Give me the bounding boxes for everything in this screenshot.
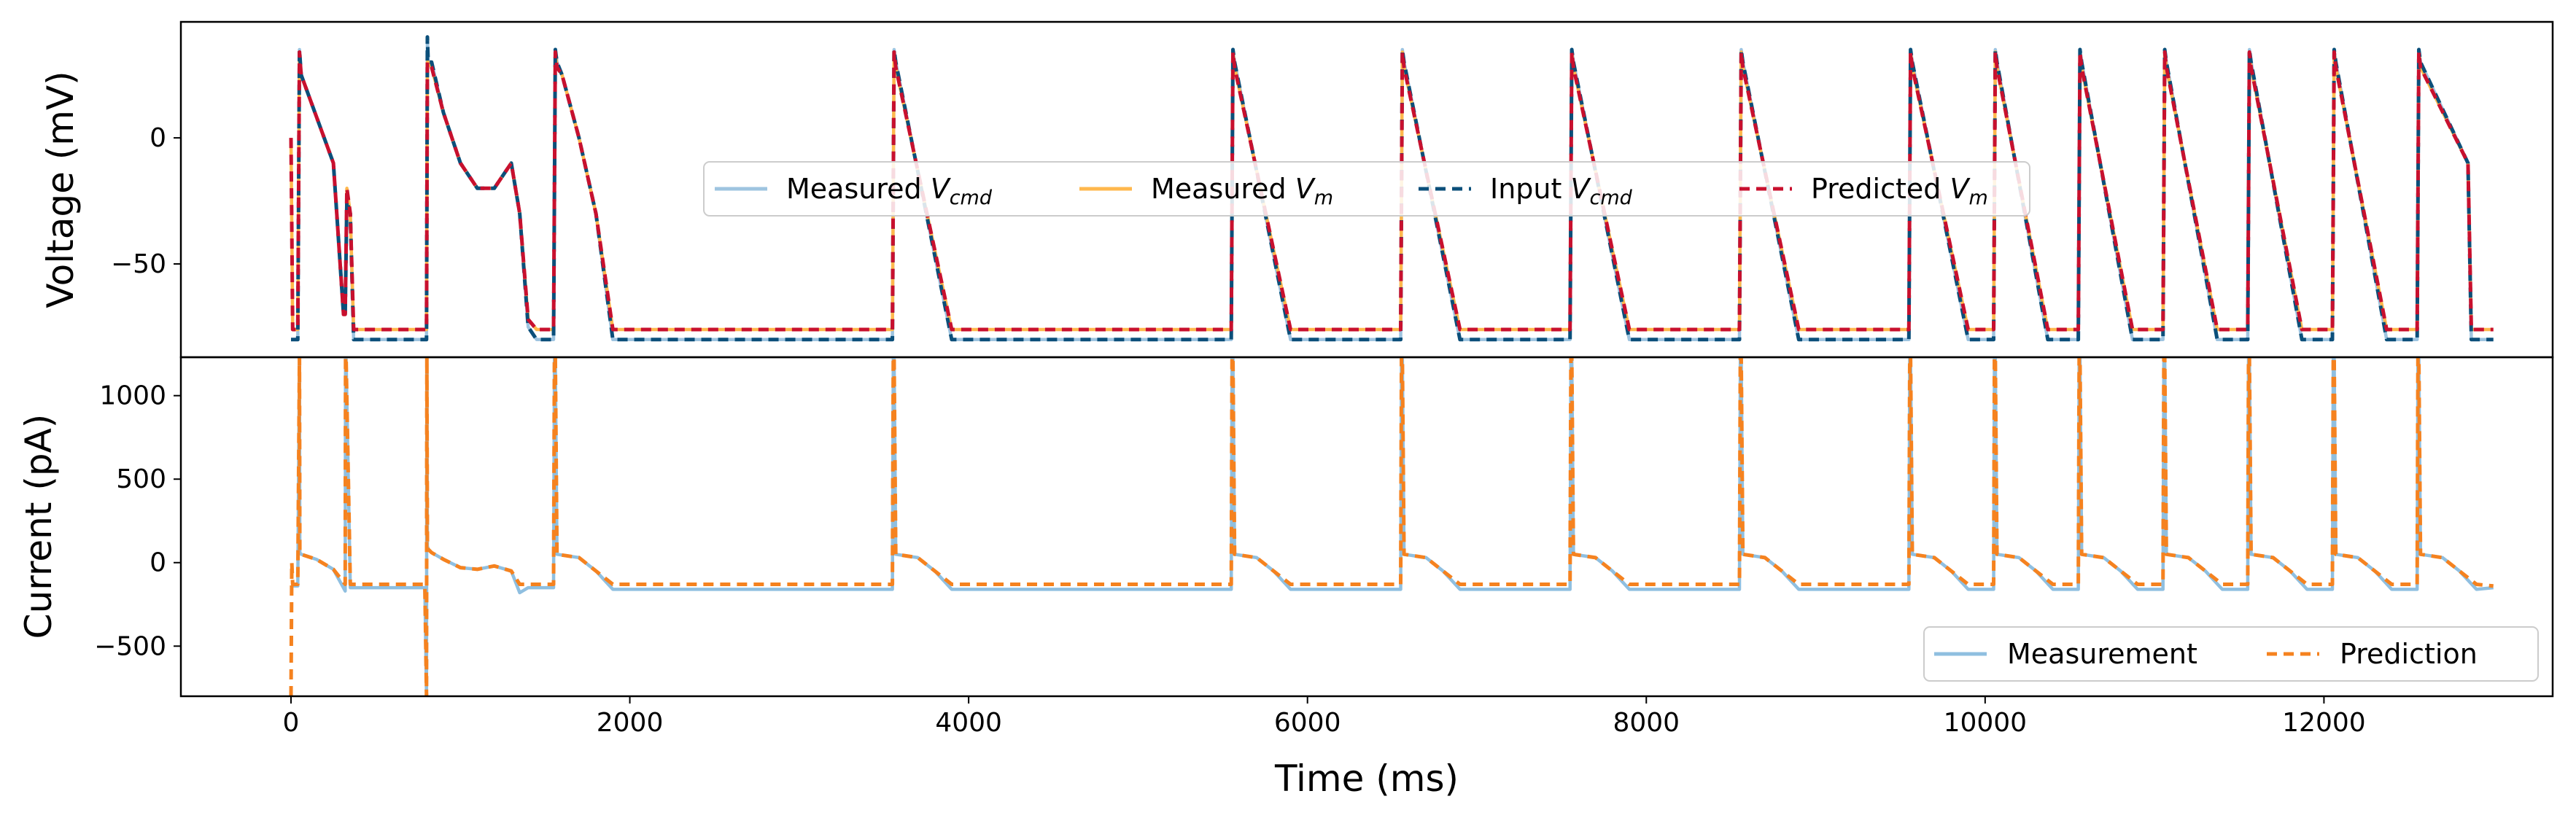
voltage-panel: 0−50 Voltage (mV) Measured Vcmd Measured … [39, 20, 2554, 359]
x-tick-label: 4000 [935, 708, 1002, 738]
current-ylabel: Current (pA) [18, 414, 60, 639]
x-tick-label: 6000 [1274, 708, 1341, 738]
x-tick-label: 0 [283, 708, 300, 738]
x-tick-label: 2000 [597, 708, 664, 738]
legend-label-input-v-cmd: Input Vcmd [1490, 173, 1633, 209]
y-tick-label: −50 [111, 249, 166, 279]
current-panel: 1000 500 0 −500 0 2000 4000 6000 8000 10000 12000… [18, 356, 2554, 800]
x-tick-label: 12000 [2282, 708, 2366, 738]
voltage-legend: Measured Vcmd Measured Vm Input Vcmd Predic… [703, 161, 2030, 217]
x-tick-label: 8000 [1613, 708, 1680, 738]
current-axes-frame [179, 356, 2554, 698]
y-tick-label: 1000 [99, 381, 166, 411]
y-tick-label: −500 [94, 631, 166, 661]
voltage-ylabel: Voltage (mV) [39, 71, 82, 308]
legend-label-measurement: Measurement [2007, 638, 2197, 670]
time-xlabel: Time (ms) [1274, 757, 1459, 800]
y-tick-label: 500 [116, 464, 166, 494]
legend-label-predicted-v-m: Predicted Vm [1811, 173, 1988, 209]
legend-label-measured-v-m: Measured Vm [1151, 173, 1333, 209]
legend-label-prediction: Prediction [2340, 638, 2478, 670]
current-legend: Measurement Prediction [1923, 626, 2539, 682]
y-tick-label: 0 [150, 548, 166, 578]
current-legend-box [1923, 626, 2539, 682]
series-line-prediction [289, 357, 2494, 696]
y-tick-label: 0 [150, 123, 166, 153]
legend-label-measured-v-cmd: Measured Vcmd [786, 173, 993, 209]
series-line-predicted-v-m [289, 50, 2494, 332]
x-tick-label: 10000 [1944, 708, 2028, 738]
voltage-legend-box [703, 161, 2030, 217]
